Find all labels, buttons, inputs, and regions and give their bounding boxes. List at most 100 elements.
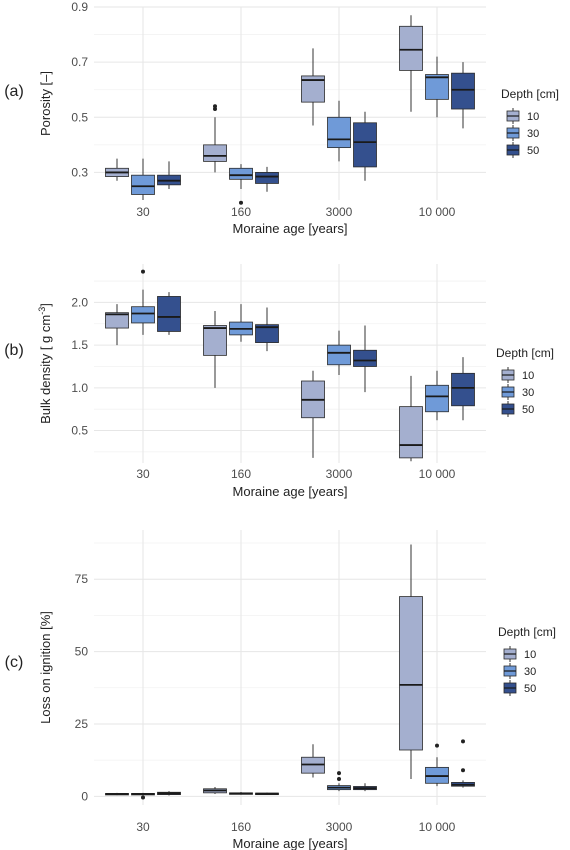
legend: Depth [cm] 10 30 50	[496, 346, 554, 417]
box-iqr	[157, 296, 181, 332]
legend-title: Depth [cm]	[496, 346, 554, 360]
outlier-point	[435, 743, 439, 748]
y-tick-label: 0.9	[71, 0, 88, 14]
box-depth-10	[105, 304, 129, 346]
box-iqr	[255, 324, 279, 343]
x-tick-label: 3000	[326, 205, 353, 219]
box-iqr	[203, 325, 227, 356]
box-depth-50	[255, 166, 279, 192]
box-depth-10	[399, 375, 423, 462]
y-tick-label: 0.5	[71, 110, 88, 124]
box-iqr	[131, 174, 155, 195]
box-depth-30	[131, 792, 155, 800]
box-iqr	[353, 122, 377, 168]
y-tick-label: 0.7	[71, 55, 88, 69]
box-depth-50	[157, 292, 181, 335]
box-depth-50	[157, 791, 181, 796]
outlier-point	[337, 771, 341, 776]
box-iqr	[255, 172, 279, 184]
box-depth-30	[425, 743, 449, 787]
box-iqr	[451, 372, 475, 407]
box-depth-50	[451, 357, 475, 421]
box-depth-50	[353, 325, 377, 393]
box-depth-10	[105, 792, 129, 796]
legend-label: 10	[527, 111, 539, 123]
box-iqr	[327, 344, 351, 366]
box-depth-10	[399, 544, 423, 779]
legend-label: 30	[522, 387, 534, 399]
box-iqr	[131, 306, 155, 324]
x-tick-label: 160	[231, 205, 251, 219]
y-axis-label: Bulk density [ g cm-3]	[37, 303, 53, 424]
x-tick-label: 10 000	[419, 205, 456, 219]
panel-label: (a)	[4, 83, 24, 100]
legend: Depth [cm] 10 30 50	[501, 87, 559, 158]
box-depth-10	[203, 787, 227, 794]
box-depth-50	[451, 739, 475, 788]
box-depth-10	[105, 158, 129, 181]
panel-c: 0 25 50 75 30 160 3000 10 000 Moraine age [years…	[5, 530, 556, 850]
outlier-point	[461, 768, 465, 773]
box-depth-30	[229, 791, 253, 795]
y-tick-label: 0.5	[71, 424, 88, 438]
box-iqr	[203, 144, 227, 162]
y-tick-label: 2.0	[71, 295, 88, 309]
x-axis-label: Moraine age [years]	[233, 836, 348, 850]
box-depth-30	[131, 269, 155, 335]
box-depth-10	[301, 48, 325, 126]
x-tick-label: 30	[136, 467, 150, 481]
panel-b: 0.5 1.0 1.5 2.0 30 160 3000 10 000 Moraine age […	[4, 264, 554, 499]
box-iqr	[353, 349, 377, 367]
panel-label: (b)	[4, 342, 24, 359]
box-depth-50	[255, 792, 279, 796]
box-iqr	[327, 116, 351, 149]
box-depth-10	[301, 370, 325, 458]
outlier-point	[213, 104, 217, 109]
box-iqr	[229, 167, 253, 180]
y-tick-label: 0.3	[71, 165, 88, 179]
panel-label: (c)	[5, 654, 24, 671]
box-iqr	[399, 25, 423, 71]
box-iqr	[399, 406, 423, 459]
y-axis-label: Loss on ignition [%]	[38, 611, 53, 724]
box-iqr	[425, 384, 449, 413]
x-tick-label: 30	[136, 205, 150, 219]
y-tick-label: 25	[75, 717, 89, 731]
box-depth-30	[131, 158, 155, 200]
outlier-point	[141, 269, 145, 274]
y-axis-label: Porosity [–]	[38, 71, 53, 136]
y-tick-label: 75	[75, 572, 89, 586]
outlier-point	[141, 795, 145, 800]
x-tick-label: 10 000	[419, 467, 456, 481]
box-iqr	[425, 74, 449, 100]
x-axis-label: Moraine age [years]	[233, 484, 348, 499]
outlier-point	[337, 776, 341, 781]
legend-title: Depth [cm]	[498, 625, 556, 639]
box-depth-30	[327, 330, 351, 376]
x-tick-label: 160	[231, 820, 251, 834]
legend-label: 50	[522, 404, 534, 416]
outlier-point	[213, 107, 217, 112]
box-iqr	[399, 596, 423, 751]
y-tick-label: 50	[75, 645, 89, 659]
panel-a: 0.3 0.5 0.7 0.9 30 160 3000 10 000 Moraine age […	[4, 0, 559, 236]
box-depth-10	[203, 310, 227, 388]
y-tick-label: 1.5	[71, 338, 88, 352]
x-tick-label: 3000	[326, 467, 353, 481]
box-iqr	[451, 72, 475, 110]
legend-title: Depth [cm]	[501, 87, 559, 101]
box-depth-50	[451, 62, 475, 129]
x-tick-label: 30	[136, 820, 150, 834]
x-tick-label: 3000	[326, 820, 353, 834]
box-depth-10	[301, 744, 325, 778]
x-axis-label: Moraine age [years]	[233, 221, 348, 236]
legend-label: 50	[527, 145, 539, 157]
outlier-point	[461, 739, 465, 744]
legend: Depth [cm] 10 30 50	[498, 625, 556, 696]
box-iqr	[301, 75, 325, 103]
legend-label: 10	[522, 370, 534, 382]
box-depth-10	[203, 104, 227, 173]
box-depth-30	[229, 304, 253, 342]
box-depth-50	[157, 161, 181, 189]
